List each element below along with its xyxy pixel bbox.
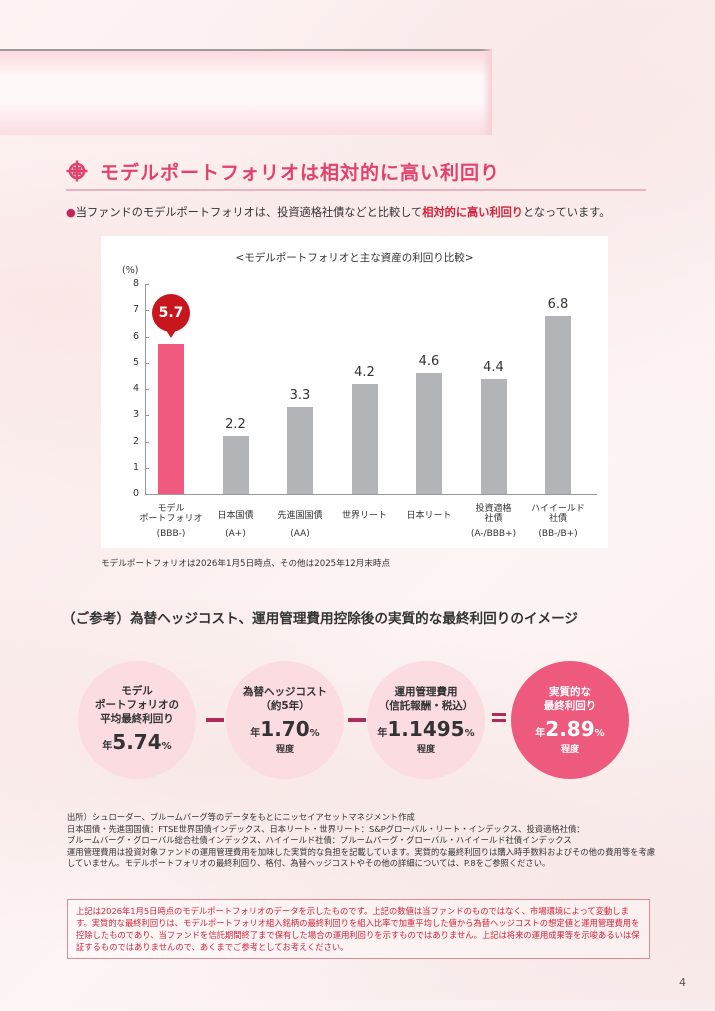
lead-prefix: 当ファンドのモデルポートフォリオは、投資適格社債などと比較して bbox=[75, 206, 423, 219]
category-label: 日本リート bbox=[406, 511, 452, 521]
circle-approx: 程度 bbox=[560, 744, 579, 755]
bar bbox=[416, 373, 442, 494]
y-tick: 6 bbox=[127, 331, 151, 342]
bar bbox=[351, 383, 378, 494]
circle-label: 実質的な 最終利回り bbox=[543, 685, 597, 712]
category-label: 世界リート bbox=[341, 511, 387, 521]
y-tick: 3 bbox=[127, 410, 151, 420]
y-tick: 1 bbox=[127, 462, 151, 473]
category-label: 投資適格 社債 bbox=[475, 504, 512, 524]
circle-management-fee: 運用管理費用 （信託報酬・税込） 年1.1495% 程度 bbox=[367, 661, 485, 779]
circle-approx: 程度 bbox=[275, 744, 294, 755]
circle-approx: 程度 bbox=[416, 744, 435, 755]
y-axis-unit: (%) bbox=[122, 265, 139, 276]
category-label: モデル ポートフォリオ bbox=[139, 504, 203, 524]
circle-label: モデル ポートフォリオの 平均最終利回り bbox=[95, 684, 179, 725]
bar-value-label: 4.2 bbox=[354, 364, 375, 380]
minus-operator-1 bbox=[206, 718, 224, 722]
equals-operator bbox=[492, 713, 506, 722]
highlight-value-marker: 5.7 bbox=[152, 294, 190, 333]
bar-value-label: 4.6 bbox=[418, 354, 440, 370]
circle-value: 年5.74% bbox=[102, 729, 172, 754]
chart-title: <モデルポートフォリオと主な資産の利回り比較> bbox=[235, 252, 474, 264]
lead-suffix: となっています。 bbox=[522, 206, 611, 219]
header-banner bbox=[0, 49, 492, 135]
bar-value-label: 3.3 bbox=[289, 388, 311, 404]
reference-title: （ご参考）為替ヘッジコスト、運用管理費用控除後の実質的な最終利回りのイメージ bbox=[62, 611, 579, 627]
section-heading: モデルポートフォリオは相対的に高い利回り bbox=[66, 157, 646, 191]
category-label: 先進国国債 bbox=[277, 511, 323, 521]
circle-value: 年2.89% bbox=[535, 716, 605, 741]
rating-label: (A-/BBB+) bbox=[470, 529, 517, 539]
y-tick: 4 bbox=[127, 384, 151, 394]
circle-value: 年1.1495% bbox=[377, 716, 475, 741]
circle-value: 年1.70% bbox=[250, 716, 320, 741]
header-banner-edge bbox=[482, 49, 492, 135]
bar-value-label: 4.4 bbox=[483, 359, 504, 375]
minus-operator-2 bbox=[348, 718, 366, 722]
circle-label: 運用管理費用 （信託報酬・税込） bbox=[378, 685, 474, 712]
bar bbox=[480, 378, 507, 494]
bar-value-label: 2.2 bbox=[225, 417, 246, 433]
bar bbox=[545, 315, 571, 494]
circle-label: 為替ヘッジコスト （約5年） bbox=[243, 685, 327, 712]
y-tick: 8 bbox=[127, 279, 151, 289]
circle-model-yield: モデル ポートフォリオの 平均最終利回り 年5.74% bbox=[78, 661, 196, 779]
yield-comparison-chart: <モデルポートフォリオと主な資産の利回り比較> (%) 0 1 2 3 4 5 6 7 8 5.… bbox=[101, 236, 608, 548]
target-crosshair-icon bbox=[66, 160, 88, 182]
rating-label: (BB-/B+) bbox=[538, 529, 578, 539]
bar-value-label: 6.8 bbox=[547, 296, 569, 312]
bar bbox=[287, 407, 313, 494]
lead-text: ●当ファンドのモデルポートフォリオは、投資適格社債などと比較して相対的に高い利回… bbox=[66, 204, 666, 220]
source-notes: 出所）シュローダー、ブルームバーグ等のデータをもとにニッセイアセットマネジメント… bbox=[67, 812, 656, 868]
rating-label: (BBB-) bbox=[156, 529, 186, 539]
disclaimer-box: 上記は2026年1月5日時点のモデルポートフォリオのデータを示したものです。上記… bbox=[67, 899, 650, 959]
y-tick: 5 bbox=[127, 357, 151, 368]
category-label: ハイイールド 社債 bbox=[531, 504, 585, 524]
bar bbox=[222, 436, 249, 494]
section-title: モデルポートフォリオは相対的に高い利回り bbox=[100, 161, 501, 184]
page-number: 4 bbox=[679, 976, 686, 989]
chart-date-note: モデルポートフォリオは2026年1月5日時点、その他は2025年12月末時点 bbox=[101, 559, 391, 569]
rating-label: (A+) bbox=[225, 529, 246, 539]
bullet-dot: ● bbox=[66, 206, 76, 219]
y-tick: 0 bbox=[127, 489, 151, 499]
circle-hedge-cost: 為替ヘッジコスト （約5年） 年1.70% 程度 bbox=[226, 661, 344, 779]
circle-effective-yield: 実質的な 最終利回り 年2.89% 程度 bbox=[511, 661, 629, 779]
x-axis-line bbox=[145, 494, 597, 495]
marker-pointer bbox=[166, 330, 176, 339]
y-tick: 7 bbox=[127, 305, 151, 315]
category-label: 日本国債 bbox=[217, 511, 254, 521]
y-tick: 2 bbox=[127, 436, 151, 447]
lead-highlight: 相対的に高い利回り bbox=[422, 206, 523, 219]
bar bbox=[158, 344, 184, 494]
rating-label: (AA) bbox=[290, 529, 310, 539]
